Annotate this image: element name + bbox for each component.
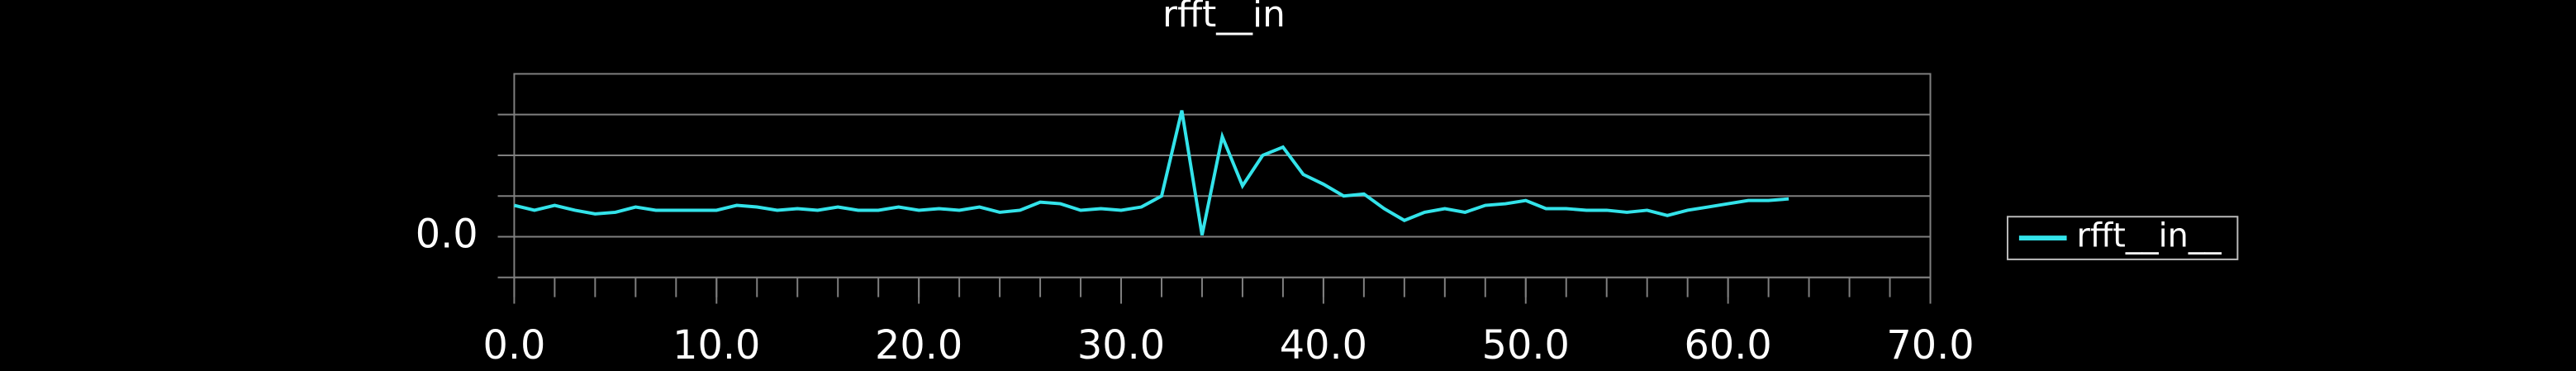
legend-label: rfft__in__ xyxy=(2076,217,2222,255)
x-tick-label: 40.0 xyxy=(1280,323,1367,369)
x-tick-label: 10.0 xyxy=(673,323,760,369)
x-tick-label: 60.0 xyxy=(1685,323,1772,369)
x-tick-label: 70.0 xyxy=(1886,323,1974,369)
plot-frame xyxy=(513,73,1932,278)
x-tick-label: 30.0 xyxy=(1077,323,1165,369)
x-tick-label: 50.0 xyxy=(1482,323,1570,369)
x-tick-label: 0.0 xyxy=(482,323,545,369)
data-line xyxy=(513,110,1789,235)
y-tick-label: 0.0 xyxy=(416,212,478,257)
chart-title: rfft__in xyxy=(1162,0,1286,36)
legend-box xyxy=(2006,216,2239,260)
x-tick-label: 20.0 xyxy=(875,323,962,369)
